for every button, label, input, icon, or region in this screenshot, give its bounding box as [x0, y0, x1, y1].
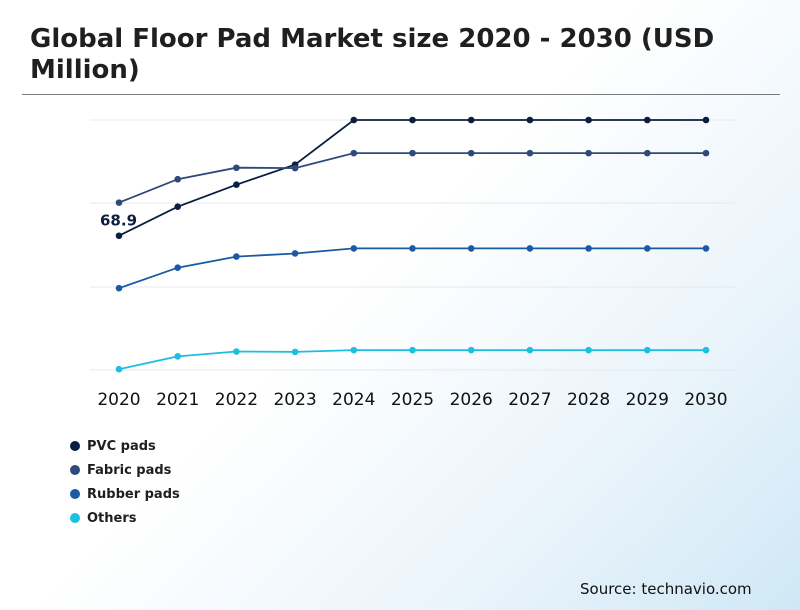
point-others-2026	[467, 346, 475, 354]
x-tick-2029: 2029	[626, 390, 669, 410]
point-rubber-pads-2026	[467, 245, 475, 252]
point-rubber-pads-2020	[115, 284, 123, 292]
x-tick-2025: 2025	[391, 390, 434, 410]
point-pvc-pads-2028	[585, 116, 592, 124]
data-label-2020: 68.9	[100, 212, 137, 230]
point-rubber-pads-2027	[526, 245, 534, 252]
point-pvc-pads-2026	[467, 116, 475, 124]
point-fabric-pads-2023	[291, 164, 299, 172]
legend-label-fabric-pads: Fabric pads	[87, 462, 172, 478]
point-others-2027	[526, 346, 534, 354]
point-pvc-pads-2030	[702, 116, 710, 124]
point-fabric-pads-2024	[350, 149, 358, 157]
series-lines	[118, 119, 706, 371]
x-tick-2026: 2026	[450, 390, 493, 410]
point-rubber-pads-2030	[702, 245, 710, 252]
x-tick-2021: 2021	[156, 390, 199, 410]
point-rubber-pads-2022	[233, 253, 240, 260]
point-others-2020	[115, 365, 123, 373]
point-fabric-pads-2020	[115, 199, 123, 206]
legend: PVC pads Fabric pads Rubber pads Others	[70, 434, 180, 530]
series-line-rubber-pads	[118, 247, 706, 290]
legend-item-fabric-pads: Fabric pads	[70, 458, 180, 482]
x-tick-2028: 2028	[567, 390, 610, 410]
legend-label-pvc-pads: PVC pads	[87, 438, 156, 454]
x-tick-2027: 2027	[508, 390, 551, 410]
legend-label-others: Others	[87, 510, 137, 526]
x-tick-2022: 2022	[215, 390, 258, 410]
point-rubber-pads-2021	[174, 264, 181, 272]
x-tick-2023: 2023	[273, 390, 316, 410]
point-pvc-pads-2021	[174, 203, 181, 211]
x-tick-2020: 2020	[97, 390, 140, 410]
series-line-pvc-pads	[118, 119, 706, 237]
gridlines	[90, 119, 736, 371]
point-fabric-pads-2025	[409, 149, 416, 157]
point-pvc-pads-2025	[409, 116, 416, 124]
data-labels: 68.9	[100, 212, 137, 230]
legend-marker-rubber-pads	[70, 489, 80, 499]
x-axis-ticks: 2020 2021 2022 2023 2024 2025 2026 2027 2028 2029…	[97, 390, 727, 410]
point-rubber-pads-2029	[644, 245, 651, 252]
point-rubber-pads-2024	[350, 245, 358, 252]
x-tick-2024: 2024	[332, 390, 375, 410]
point-rubber-pads-2023	[291, 250, 299, 257]
point-fabric-pads-2026	[467, 149, 475, 157]
point-pvc-pads-2022	[233, 181, 240, 188]
point-others-2030	[702, 346, 710, 354]
point-fabric-pads-2021	[174, 175, 181, 183]
legend-item-pvc-pads: PVC pads	[70, 434, 180, 458]
series-points	[115, 116, 710, 373]
point-rubber-pads-2025	[409, 245, 416, 252]
point-others-2021	[174, 353, 181, 360]
legend-marker-others	[70, 513, 80, 523]
legend-item-others: Others	[70, 506, 180, 530]
point-pvc-pads-2024	[350, 116, 358, 124]
legend-marker-pvc-pads	[70, 441, 80, 451]
legend-label-rubber-pads: Rubber pads	[87, 486, 180, 502]
point-others-2023	[291, 348, 299, 356]
point-others-2022	[233, 348, 240, 355]
chart-title: Global Floor Pad Market size 2020 - 2030…	[30, 24, 715, 85]
legend-marker-fabric-pads	[70, 465, 80, 475]
point-pvc-pads-2027	[526, 116, 534, 124]
source-note: Source: technavio.com	[580, 580, 752, 598]
point-pvc-pads-2020	[115, 232, 123, 240]
point-others-2028	[585, 346, 592, 354]
legend-item-rubber-pads: Rubber pads	[70, 482, 180, 506]
point-pvc-pads-2029	[644, 116, 651, 124]
point-others-2029	[644, 346, 651, 354]
point-fabric-pads-2028	[585, 149, 592, 157]
point-others-2025	[409, 346, 416, 354]
point-fabric-pads-2029	[644, 149, 651, 157]
point-others-2024	[350, 346, 358, 354]
point-fabric-pads-2022	[233, 164, 240, 172]
title-divider	[22, 94, 780, 95]
point-rubber-pads-2028	[585, 245, 592, 252]
point-fabric-pads-2030	[702, 149, 710, 157]
x-tick-2030: 2030	[684, 390, 727, 410]
point-fabric-pads-2027	[526, 149, 534, 157]
